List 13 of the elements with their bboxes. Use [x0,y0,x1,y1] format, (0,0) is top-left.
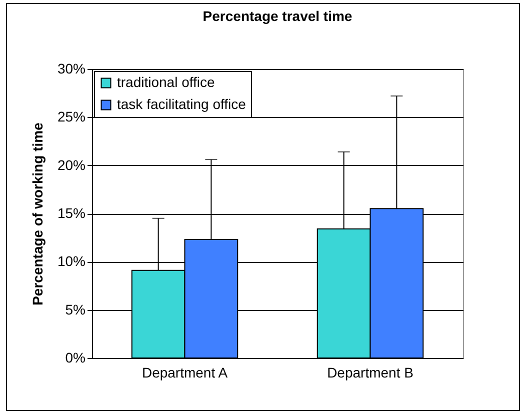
x-tick-label: Department B [327,364,414,380]
y-tick-label: 15% [57,205,86,221]
y-tick-label: 30% [57,60,86,76]
y-tick-label: 0% [65,350,86,366]
y-axis-title: Percentage of working time [29,122,46,306]
y-tick-label: 25% [57,108,86,125]
y-tick-label: 10% [57,253,86,270]
x-tick-label: Department A [142,364,228,380]
y-tick-label: 5% [65,301,86,318]
legend-label: traditional office [117,74,216,90]
y-tick-label: 20% [57,156,86,173]
legend-label: task facilitating office [117,96,246,112]
chart-title: Percentage travel time [202,8,352,24]
